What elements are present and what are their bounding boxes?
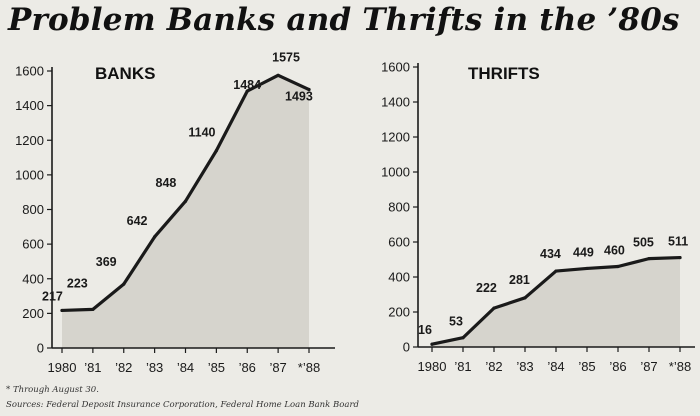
banks-x-tick-label: 1980: [48, 360, 77, 375]
banks-data-label: 1140: [188, 126, 215, 140]
thrifts-data-point: [523, 296, 527, 300]
thrifts-data-label: 460: [604, 244, 625, 258]
thrifts-y-tick-label: 800: [388, 200, 410, 215]
banks-y-tick-label: 600: [22, 237, 44, 252]
banks-data-label: 1575: [272, 50, 300, 64]
thrifts-x-tick-label: ’86: [609, 359, 626, 374]
thrifts-y-tick-label: 1400: [381, 95, 410, 110]
thrifts-data-label: 222: [476, 281, 497, 295]
banks-y-tick-label: 400: [22, 271, 44, 286]
banks-y-tick-label: 1000: [15, 167, 44, 182]
banks-data-point: [153, 235, 157, 239]
thrifts-data-label: 434: [540, 247, 561, 261]
banks-x-tick-label: ’84: [177, 360, 194, 375]
banks-data-label: 369: [96, 255, 117, 269]
thrifts-data-label: 281: [509, 273, 530, 287]
banks-data-point: [122, 282, 126, 286]
banks-area-fill: [62, 75, 309, 348]
banks-x-tick-label: ’82: [115, 360, 132, 375]
footnote-through-date: * Through August 30.: [6, 385, 99, 395]
thrifts-x-tick-label: ’81: [454, 359, 471, 374]
thrifts-chart-title: THRIFTS: [468, 64, 540, 83]
banks-x-tick-label: *’88: [298, 360, 320, 375]
thrifts-data-label: 449: [573, 245, 594, 259]
thrifts-x-tick-label: ’84: [547, 359, 564, 374]
thrifts-x-tick-label: ’82: [485, 359, 502, 374]
thrifts-x-tick-label: *’88: [669, 359, 691, 374]
thrifts-x-tick-label: ’87: [640, 359, 657, 374]
thrifts-y-tick-label: 400: [388, 270, 410, 285]
banks-data-point: [245, 89, 249, 93]
thrifts-data-point: [678, 255, 682, 260]
thrifts-data-point: [616, 264, 620, 269]
banks-y-tick-label: 1200: [15, 133, 44, 148]
thrifts-data-point: [461, 336, 465, 340]
thrifts-data-point: [554, 269, 558, 273]
banks-y-tick-label: 800: [22, 202, 44, 217]
thrifts-x-tick-label: 1980: [418, 359, 447, 374]
banks-data-label: 848: [156, 176, 177, 190]
thrifts-data-point: [585, 266, 589, 271]
thrifts-data-label: 53: [449, 315, 463, 329]
page-title: Problem Banks and Thrifts in the ’80s: [8, 2, 680, 38]
banks-y-tick-label: 1400: [15, 98, 44, 113]
thrifts-y-tick-label: 1000: [381, 165, 410, 180]
banks-data-label: 1493: [285, 90, 313, 104]
thrifts-data-point: [430, 342, 434, 346]
thrifts-y-tick-label: 600: [388, 235, 410, 250]
banks-x-tick-label: ’87: [269, 360, 286, 375]
banks-chart-title: BANKS: [95, 64, 155, 83]
banks-data-point: [91, 307, 95, 311]
thrifts-area-fill: [432, 257, 680, 347]
banks-x-tick-label: ’85: [208, 360, 225, 375]
thrifts-x-tick-label: ’83: [516, 359, 533, 374]
banks-data-label: 223: [67, 276, 88, 290]
thrifts-y-tick-label: 1600: [381, 60, 410, 75]
banks-y-tick-label: 0: [37, 341, 44, 356]
thrifts-y-tick-label: 200: [388, 305, 410, 320]
banks-data-label: 217: [42, 289, 63, 303]
thrifts-y-tick-label: 1200: [381, 130, 410, 145]
banks-data-label: 1484: [233, 78, 261, 92]
banks-x-tick-label: ’81: [84, 360, 101, 375]
banks-data-point: [276, 73, 280, 77]
thrifts-data-label: 16: [418, 323, 432, 337]
banks-x-tick-label: ’83: [146, 360, 163, 375]
thrifts-data-label: 511: [668, 235, 688, 249]
thrifts-data-point: [647, 257, 651, 261]
banks-data-point: [214, 149, 218, 153]
banks-y-tick-label: 1600: [15, 64, 44, 79]
thrifts-x-tick-label: ’85: [578, 359, 595, 374]
banks-data-label: 642: [127, 214, 148, 228]
banks-y-tick-label: 200: [22, 306, 44, 321]
thrifts-data-point: [492, 306, 496, 310]
thrifts-data-label: 505: [633, 236, 654, 250]
thrifts-y-tick-label: 0: [403, 340, 410, 355]
banks-data-point: [183, 199, 188, 203]
banks-x-tick-label: ’86: [239, 360, 256, 375]
footnote-sources: Sources: Federal Deposit Insurance Corpo…: [6, 400, 359, 410]
banks-data-point: [60, 308, 64, 313]
banks-data-point: [307, 87, 311, 92]
